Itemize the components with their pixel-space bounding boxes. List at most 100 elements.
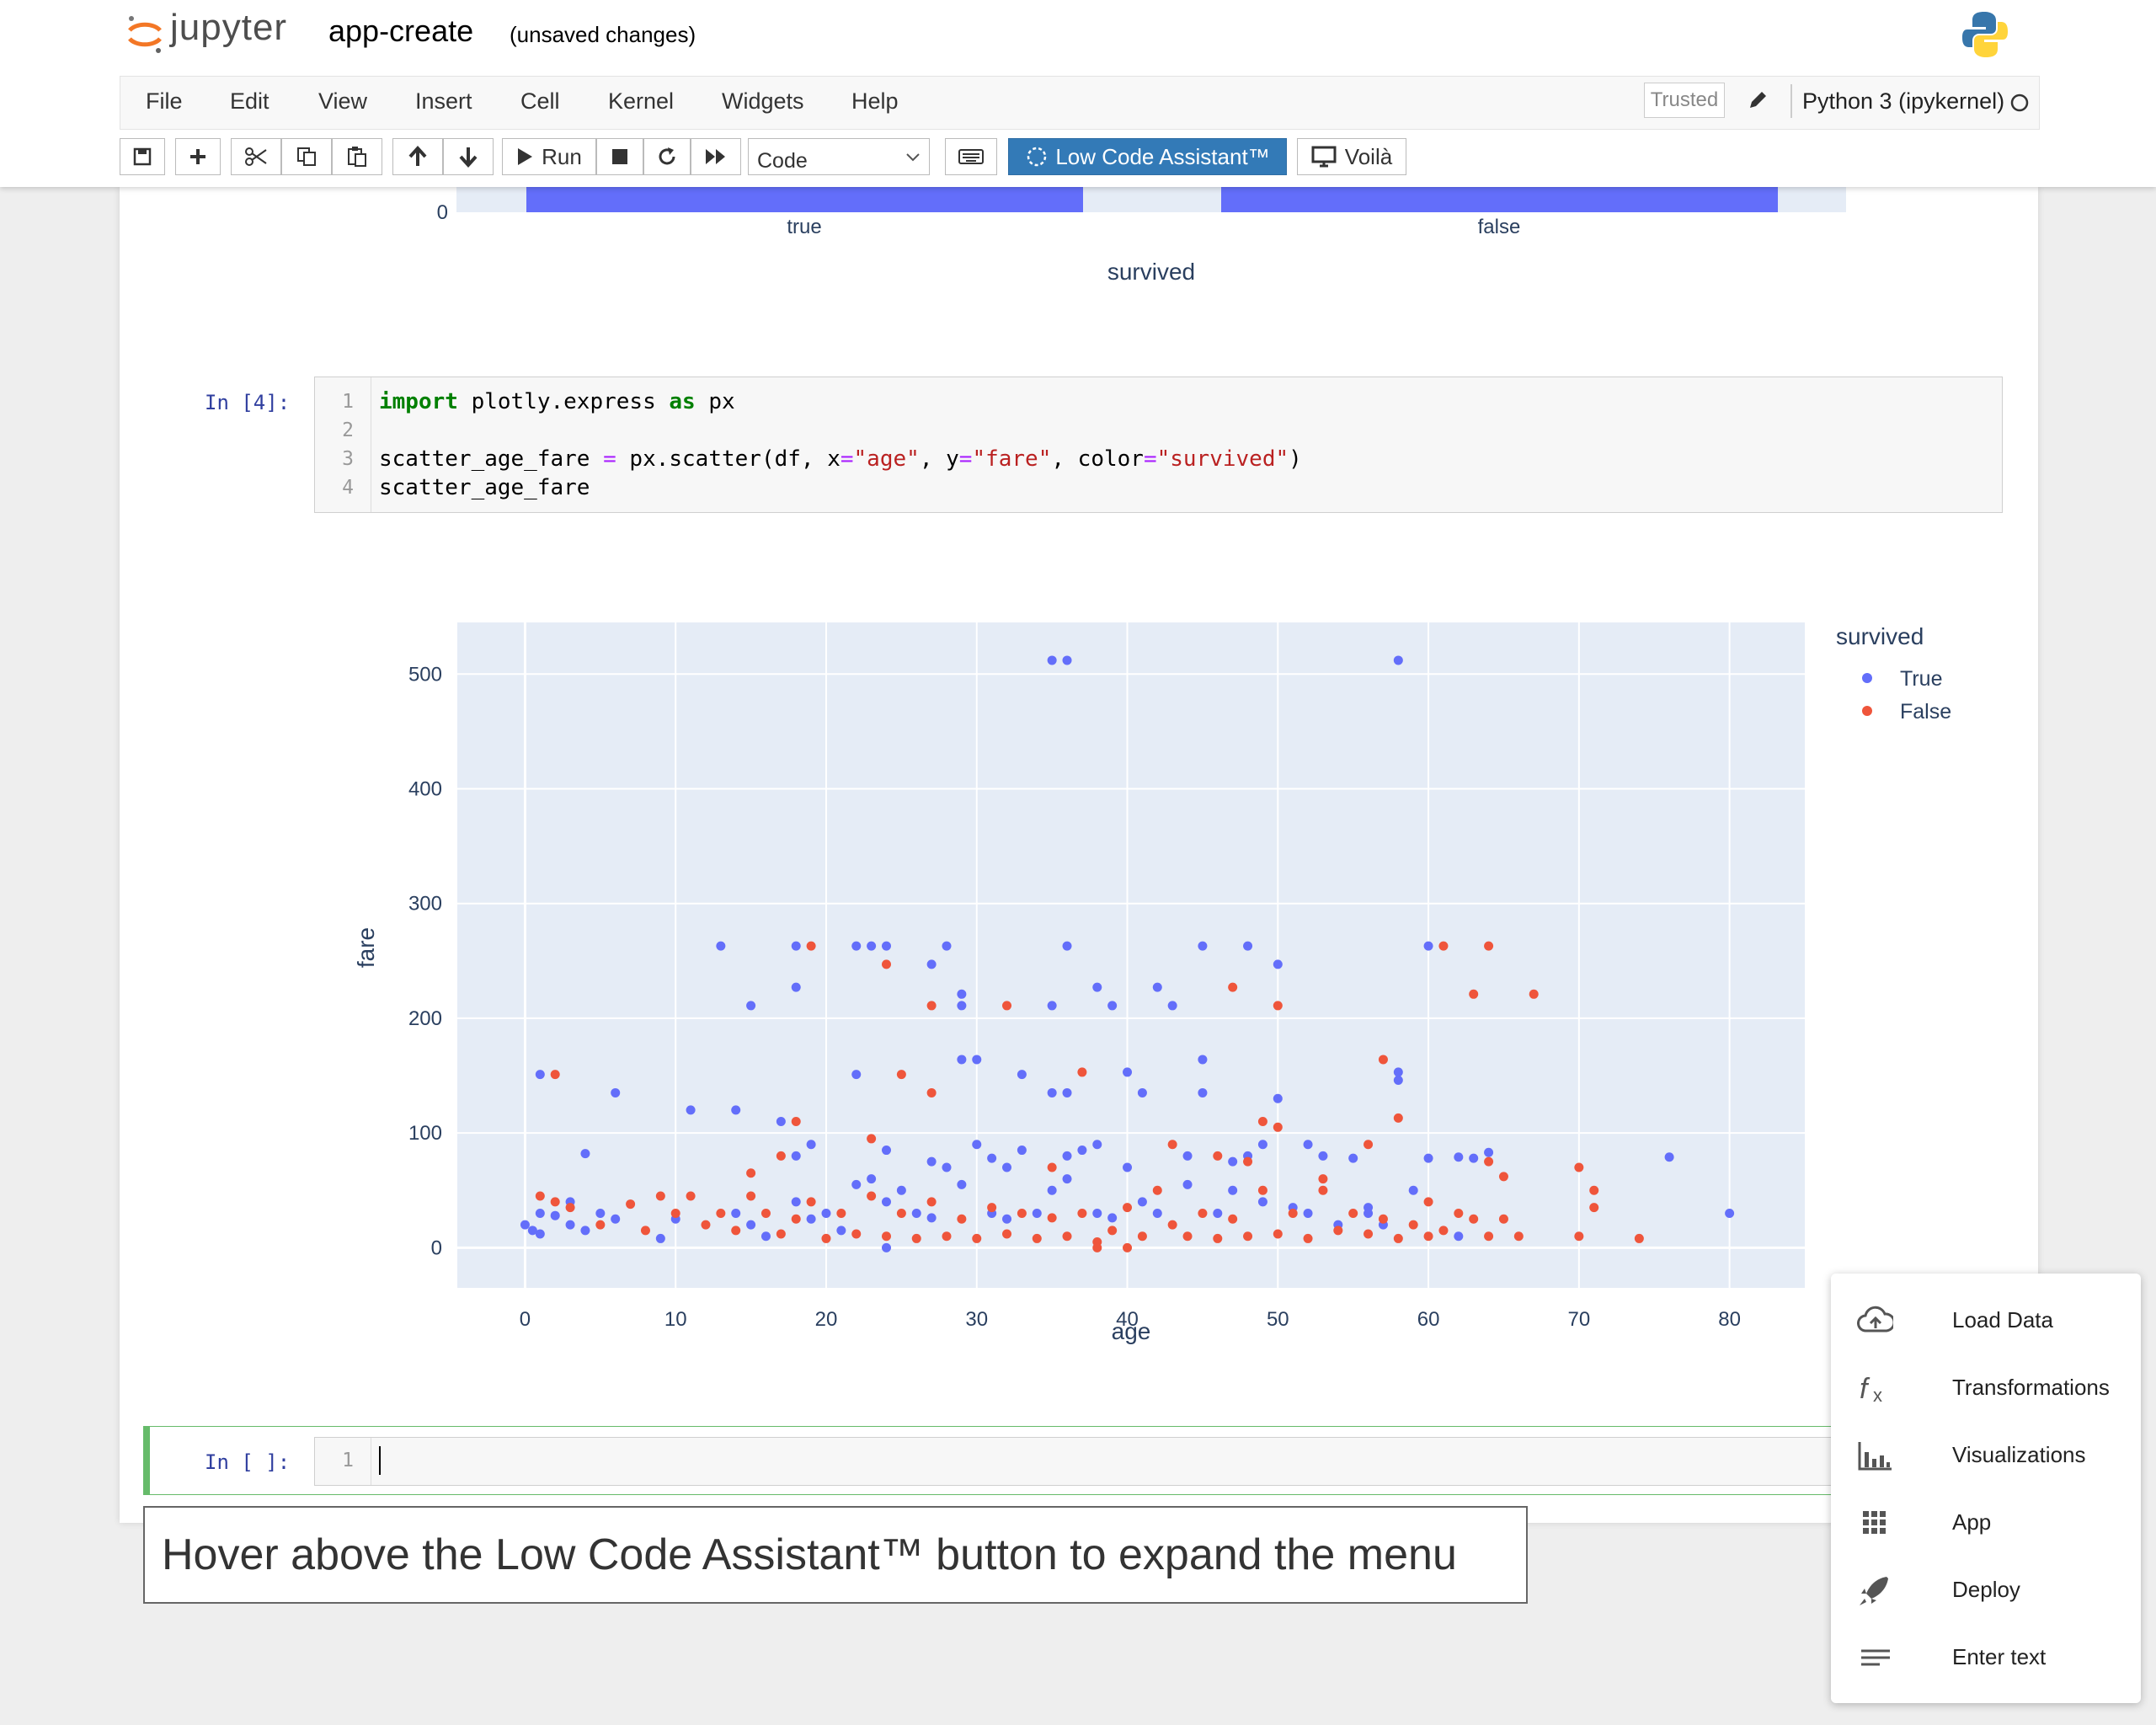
scatter-point-true[interactable] [655,1233,665,1243]
scatter-point-false[interactable] [565,1203,575,1213]
scatter-point-true[interactable] [1062,1087,1072,1097]
scatter-point-false[interactable] [1167,1220,1177,1230]
scatter-point-true[interactable] [611,1087,621,1097]
scatter-point-false[interactable] [1378,1214,1388,1224]
scatter-point-true[interactable] [806,1140,816,1150]
move-down-button[interactable] [443,138,494,175]
lca-item-app[interactable]: App [1831,1489,2141,1557]
scatter-point-false[interactable] [1077,1208,1087,1218]
scatter-point-false[interactable] [881,1231,891,1242]
scatter-point-true[interactable] [1484,1147,1494,1157]
scatter-point-false[interactable] [1318,1185,1328,1195]
scatter-point-true[interactable] [1454,1231,1464,1242]
scatter-point-false[interactable] [1017,1208,1027,1218]
scatter-point-false[interactable] [806,1197,816,1207]
lca-item-enter-text[interactable]: Enter text [1831,1624,2141,1691]
scatter-point-true[interactable] [1393,655,1403,665]
scatter-point-true[interactable] [1273,959,1283,969]
scatter-point-false[interactable] [821,1233,831,1243]
scatter-point-true[interactable] [746,1001,756,1011]
scatter-point-true[interactable] [1257,1140,1267,1150]
scatter-point-true[interactable] [1664,1152,1674,1162]
scatter-point-false[interactable] [911,1233,921,1243]
scatter-point-false[interactable] [776,1151,786,1161]
interrupt-button[interactable] [596,138,643,175]
menu-item-7[interactable]: Help [851,88,899,114]
insert-cell-button[interactable] [175,138,221,175]
scatter-chart[interactable]: 0 10 20 30 40 50 60 70 80 0 100 200 300 400 500 age fa… [337,606,1979,1365]
scatter-point-false[interactable] [1123,1242,1133,1252]
scatter-point-true[interactable] [580,1149,590,1159]
cell-type-select[interactable]: Code [748,138,930,175]
scatter-point-false[interactable] [1469,989,1479,999]
lca-item-load-data[interactable]: Load Data [1831,1287,2141,1354]
scatter-point-false[interactable] [626,1199,636,1210]
scatter-point-true[interactable] [1092,1140,1102,1150]
scatter-point-true[interactable] [972,1140,982,1150]
scatter-point-true[interactable] [867,1174,877,1184]
scatter-point-true[interactable] [896,1185,906,1195]
scatter-point-true[interactable] [535,1070,545,1080]
scatter-point-true[interactable] [867,941,877,951]
scatter-point-false[interactable] [1589,1203,1599,1213]
scatter-point-false[interactable] [1002,1229,1012,1239]
scatter-point-false[interactable] [595,1220,606,1230]
scatter-point-false[interactable] [926,1001,937,1011]
scatter-point-false[interactable] [1438,941,1449,951]
scatter-point-true[interactable] [716,941,726,951]
scatter-point-true[interactable] [1152,982,1162,992]
scatter-point-true[interactable] [760,1231,771,1242]
scatter-point-true[interactable] [1107,1001,1118,1011]
scatter-point-false[interactable] [746,1191,756,1201]
scatter-point-true[interactable] [1017,1070,1027,1080]
scatter-point-true[interactable] [1107,1213,1118,1223]
scatter-point-false[interactable] [640,1226,650,1236]
jupyter-logo-text[interactable]: jupyter [170,7,288,48]
scatter-point-false[interactable] [731,1226,741,1236]
scatter-point-true[interactable] [1017,1146,1027,1156]
scatter-point-true[interactable] [851,1070,862,1080]
scatter-point-true[interactable] [1092,982,1102,992]
scatter-point-false[interactable] [1273,1122,1283,1132]
scatter-point-true[interactable] [881,1242,891,1252]
menu-item-5[interactable]: Kernel [608,88,675,114]
scatter-point-true[interactable] [1137,1087,1147,1097]
scatter-point-true[interactable] [1123,1067,1133,1077]
scatter-point-false[interactable] [670,1208,680,1218]
scatter-point-false[interactable] [686,1191,696,1201]
scatter-point-true[interactable] [1408,1185,1418,1195]
run-button[interactable]: Run [502,138,596,175]
cut-button[interactable] [231,138,281,175]
scatter-point-true[interactable] [565,1220,575,1230]
edit-pencil-icon[interactable] [1747,89,1769,111]
scatter-point-false[interactable] [1228,982,1238,992]
scatter-point-true[interactable] [1273,1093,1283,1103]
scatter-point-true[interactable] [1062,1151,1072,1161]
scatter-point-false[interactable] [1574,1231,1584,1242]
scatter-point-true[interactable] [1393,1075,1403,1085]
scatter-point-true[interactable] [1047,1001,1057,1011]
scatter-point-false[interactable] [896,1208,906,1218]
scatter-point-true[interactable] [1198,1055,1208,1065]
scatter-point-true[interactable] [1364,1203,1374,1213]
scatter-point-false[interactable] [1574,1162,1584,1172]
scatter-point-false[interactable] [1092,1242,1102,1252]
scatter-point-true[interactable] [527,1226,537,1236]
scatter-point-true[interactable] [550,1210,560,1220]
menu-item-0[interactable]: File [146,88,183,114]
scatter-point-true[interactable] [1228,1185,1238,1195]
scatter-point-false[interactable] [1198,1208,1208,1218]
scatter-point-true[interactable] [1228,1156,1238,1167]
code-cell-editor[interactable]: 1 2 3 4 import plotly.express as px scat… [314,377,2003,513]
scatter-point-true[interactable] [1077,1146,1087,1156]
legend-entry-false[interactable]: False [1900,700,1951,724]
scatter-point-true[interactable] [942,941,952,951]
scatter-point-false[interactable] [716,1208,726,1218]
scatter-point-true[interactable] [851,941,862,951]
scatter-point-true[interactable] [881,1146,891,1156]
scatter-point-false[interactable] [1062,1231,1072,1242]
scatter-point-false[interactable] [1213,1233,1223,1243]
scatter-point-true[interactable] [1454,1152,1464,1162]
scatter-point-true[interactable] [1032,1208,1042,1218]
